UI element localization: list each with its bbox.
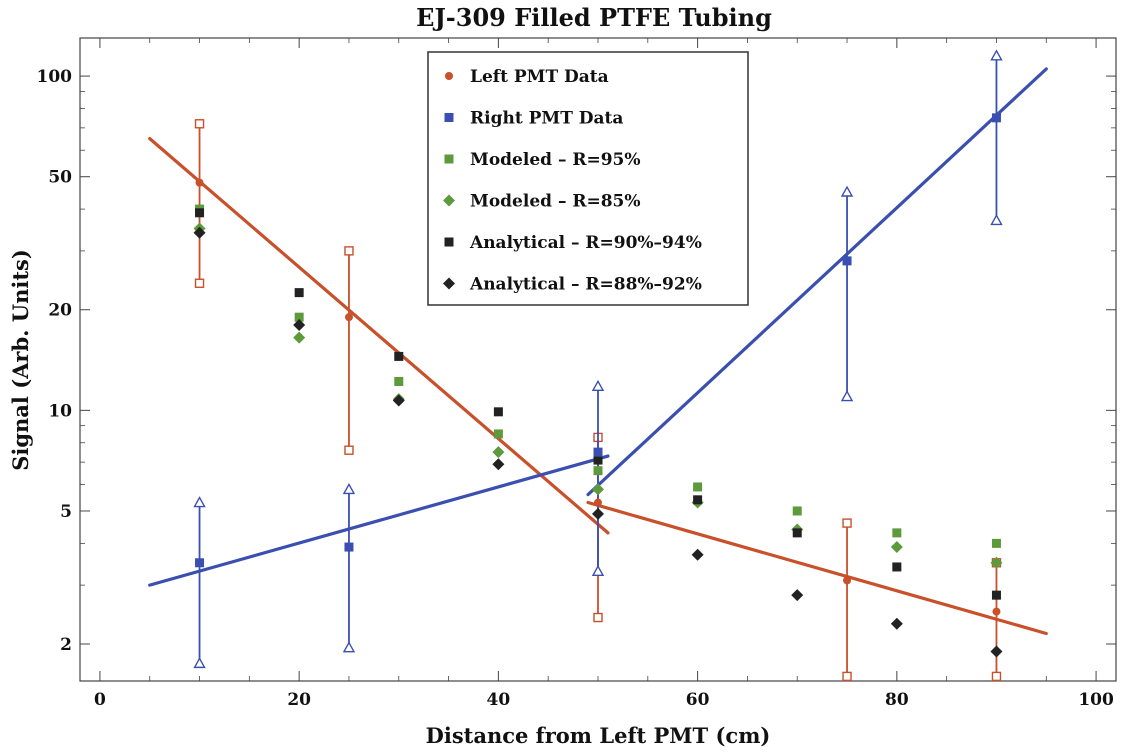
- fit-line: [148, 454, 610, 587]
- x-tick-label: 100: [1078, 690, 1114, 710]
- data-point: [593, 455, 603, 465]
- x-tick-label: 0: [94, 690, 106, 710]
- data-point: [691, 548, 704, 561]
- error-cap-lower: [194, 278, 205, 288]
- x-tick-label: 20: [287, 690, 311, 710]
- legend-label: Left PMT Data: [470, 67, 609, 87]
- data-point: [593, 447, 603, 457]
- chart-title: EJ-309 Filled PTFE Tubing: [416, 3, 772, 32]
- error-cap-upper: [193, 496, 206, 508]
- data-point: [594, 498, 602, 507]
- error-cap-lower: [991, 671, 1002, 682]
- legend-label: Analytical – R=90%–94%: [469, 233, 702, 253]
- data-point: [492, 458, 505, 471]
- data-point: [193, 226, 206, 239]
- data-point: [293, 331, 306, 344]
- fit-line: [148, 137, 610, 535]
- data-point: [890, 617, 903, 630]
- error-cap-lower: [990, 213, 1003, 226]
- data-point: [293, 319, 306, 332]
- y-axis-title: Signal (Arb. Units): [8, 249, 33, 471]
- y-tick-label: 10: [48, 401, 72, 421]
- fit-line: [586, 67, 1048, 497]
- data-point: [593, 466, 603, 476]
- data-point: [294, 312, 304, 322]
- data-point: [294, 288, 304, 298]
- legend-label: Right PMT Data: [470, 109, 623, 129]
- legend-marker: [445, 72, 453, 80]
- legend-label: Modeled – R=95%: [470, 150, 641, 170]
- legend-marker: [444, 154, 454, 164]
- data-point: [992, 607, 1001, 616]
- data-point: [195, 178, 204, 187]
- legend-label: Modeled – R=85%: [470, 192, 641, 212]
- error-cap-upper: [840, 185, 854, 197]
- data-point: [892, 528, 902, 538]
- error-cap-upper: [342, 482, 356, 495]
- data-point: [195, 558, 205, 568]
- legend-marker: [444, 237, 454, 247]
- data-point: [195, 208, 205, 218]
- y-tick-label: 50: [48, 168, 72, 188]
- legend-marker: [444, 113, 454, 122]
- legend-marker: [443, 194, 455, 207]
- fit-line: [586, 500, 1048, 636]
- data-point: [792, 528, 802, 538]
- data-point: [592, 483, 604, 496]
- fit-lines: [148, 67, 1048, 636]
- data-point: [493, 407, 503, 417]
- error-cap-upper: [842, 518, 852, 528]
- axes: 0 20 40 60 80 100 2 5 10 20 50 100: [37, 38, 1116, 710]
- error-cap-lower: [593, 612, 603, 623]
- data-point: [493, 429, 503, 439]
- data-point: [392, 394, 405, 407]
- legend-marker: [443, 277, 455, 290]
- data-point: [693, 495, 703, 505]
- data-point: [990, 645, 1003, 658]
- error-cap-lower: [342, 641, 356, 653]
- data-point: [842, 256, 852, 266]
- data-markers: [193, 113, 1003, 658]
- data-point: [693, 482, 703, 492]
- data-point: [991, 113, 1001, 123]
- error-cap-lower: [840, 390, 854, 402]
- data-point: [394, 376, 404, 386]
- data-point: [991, 590, 1001, 600]
- data-point: [792, 506, 802, 516]
- error-cap-upper: [591, 379, 605, 392]
- error-cap-lower: [344, 445, 354, 455]
- data-point: [344, 542, 354, 552]
- y-tick-label: 100: [37, 67, 73, 87]
- error-cap-upper: [344, 246, 354, 256]
- legend: Left PMT Data Right PMT Data Modeled – R=9…: [427, 51, 749, 306]
- error-cap-lower: [193, 656, 206, 669]
- data-point: [890, 541, 903, 554]
- x-tick-label: 40: [487, 690, 511, 710]
- legend-label: Analytical – R=88%–92%: [469, 275, 702, 295]
- data-point: [492, 446, 505, 459]
- error-cap-lower: [591, 564, 605, 576]
- y-tick-label: 2: [60, 635, 72, 655]
- data-point: [344, 313, 353, 322]
- data-point: [990, 556, 1003, 569]
- data-point: [991, 538, 1001, 548]
- x-tick-label: 80: [885, 690, 909, 710]
- data-point: [791, 589, 804, 602]
- x-axis-title: Distance from Left PMT (cm): [426, 723, 771, 748]
- y-tick-label: 5: [60, 502, 72, 522]
- data-point: [394, 351, 404, 361]
- data-point: [892, 562, 902, 572]
- data-point: [592, 507, 604, 520]
- error-cap-upper: [990, 49, 1003, 61]
- x-tick-label: 60: [686, 690, 710, 710]
- legend-box: [427, 51, 749, 306]
- error-cap-lower: [842, 671, 852, 682]
- data-point: [843, 576, 852, 585]
- y-tick-label: 20: [48, 301, 72, 321]
- error-cap-upper: [194, 119, 205, 129]
